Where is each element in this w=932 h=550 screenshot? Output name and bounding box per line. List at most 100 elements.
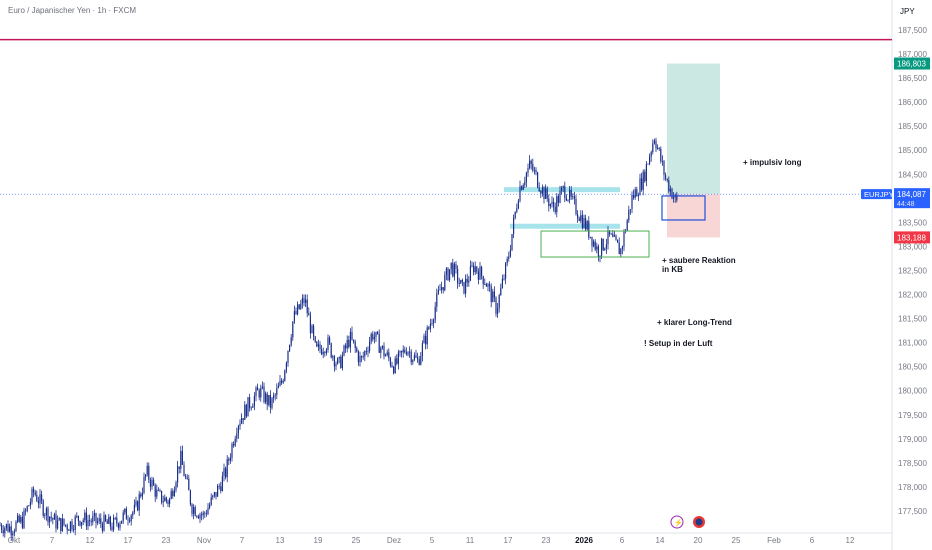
candle-body: [365, 351, 367, 353]
candle-body: [378, 333, 380, 353]
candle-body: [650, 152, 652, 157]
candle-body: [215, 492, 217, 497]
candle-body: [183, 464, 185, 477]
candle-body: [492, 291, 494, 303]
candle-body: [81, 522, 83, 526]
reaction-box[interactable]: [540, 230, 650, 258]
time-axis-tick: Dez: [387, 536, 401, 545]
current-price-tag[interactable]: [894, 188, 930, 209]
time-axis-tick: 6: [810, 536, 815, 545]
candle-body: [218, 485, 220, 487]
candle-body: [153, 479, 155, 486]
candle-body: [633, 194, 635, 198]
candle-body: [668, 180, 670, 192]
price-axis-tick: 183,000: [898, 242, 927, 251]
stop-price-label: 183,188: [897, 233, 926, 242]
candle-body: [17, 515, 19, 522]
time-axis-tick: 12: [86, 536, 95, 545]
long-stop-zone[interactable]: [667, 194, 720, 238]
candle-body: [261, 386, 263, 389]
entry-box[interactable]: [661, 195, 706, 221]
candle-body: [225, 468, 227, 478]
candle-body: [565, 197, 567, 201]
candle-body: [621, 246, 623, 249]
candle-body: [511, 233, 513, 251]
price-axis-tick: 181,500: [898, 315, 927, 324]
candle-body: [34, 492, 36, 495]
candle-body: [277, 385, 279, 389]
candle-body: [359, 356, 361, 363]
candle-body: [513, 217, 515, 234]
candle-body: [100, 518, 102, 524]
candle-body: [473, 265, 475, 273]
candle-body: [610, 233, 612, 235]
candle-body: [410, 351, 412, 363]
candle-body: [620, 248, 622, 255]
candle-body: [380, 347, 382, 353]
candle-body: [13, 531, 15, 534]
candle-body: [337, 358, 339, 364]
candle-body: [273, 395, 275, 399]
candle-body: [175, 482, 177, 490]
candle-body: [503, 278, 505, 280]
target-price-label: 186,803: [897, 60, 926, 69]
candle-body: [204, 512, 206, 514]
candle-body: [173, 489, 175, 497]
symbol-tag[interactable]: [861, 189, 892, 200]
flash-event-icon[interactable]: [670, 515, 684, 529]
candle-body: [295, 311, 297, 315]
candle-body: [409, 351, 411, 353]
candle-body: [452, 262, 454, 277]
long-target-zone[interactable]: [667, 63, 720, 195]
candle-body: [265, 393, 267, 402]
candle-body: [593, 241, 595, 247]
candle-body: [165, 497, 167, 501]
key-zone-band[interactable]: [510, 223, 620, 229]
candle-body: [618, 242, 620, 255]
time-axis-tick: Feb: [767, 536, 781, 545]
candle-body: [497, 308, 499, 314]
price-axis-tick: 183,500: [898, 218, 927, 227]
flash-glyph-icon: ⚡: [674, 518, 683, 527]
candle-body: [562, 186, 564, 188]
candle-body: [125, 508, 127, 520]
candle-body: [45, 508, 47, 516]
candle-body: [434, 306, 436, 320]
candle-body: [151, 479, 153, 487]
candle-body: [676, 194, 678, 201]
candle-body: [602, 238, 604, 250]
candle-body: [221, 476, 223, 492]
currency-label[interactable]: JPY: [900, 7, 915, 16]
candle-body: [383, 345, 385, 357]
candle-body: [114, 517, 116, 519]
candle-body: [354, 341, 356, 349]
candle-body: [607, 230, 609, 245]
candle-body: [330, 343, 332, 358]
candle-body: [197, 516, 199, 519]
candle-body: [445, 268, 447, 276]
target-price-tag[interactable]: [894, 57, 930, 70]
candle-body: [613, 235, 615, 237]
candle-body: [482, 276, 484, 285]
candle-body: [93, 513, 95, 517]
candle-body: [605, 244, 607, 249]
candle-body: [49, 516, 51, 523]
candle-body: [661, 161, 663, 162]
candle-body: [178, 466, 180, 469]
price-axis-tick: 177,500: [898, 507, 927, 516]
candle-body: [50, 516, 52, 519]
candle-body: [39, 494, 41, 504]
stop-price-tag[interactable]: [894, 231, 930, 244]
time-axis-tick: 14: [656, 536, 665, 545]
candle-body: [263, 386, 265, 402]
candle-body: [389, 358, 391, 366]
candle-body: [527, 168, 529, 173]
price-axis-tick: 186,500: [898, 74, 927, 83]
candle-body: [266, 393, 268, 405]
candle-body: [484, 283, 486, 285]
candle-body: [69, 521, 71, 531]
candle-body: [319, 344, 321, 350]
candle-body: [537, 172, 539, 188]
candle-body: [402, 349, 404, 353]
